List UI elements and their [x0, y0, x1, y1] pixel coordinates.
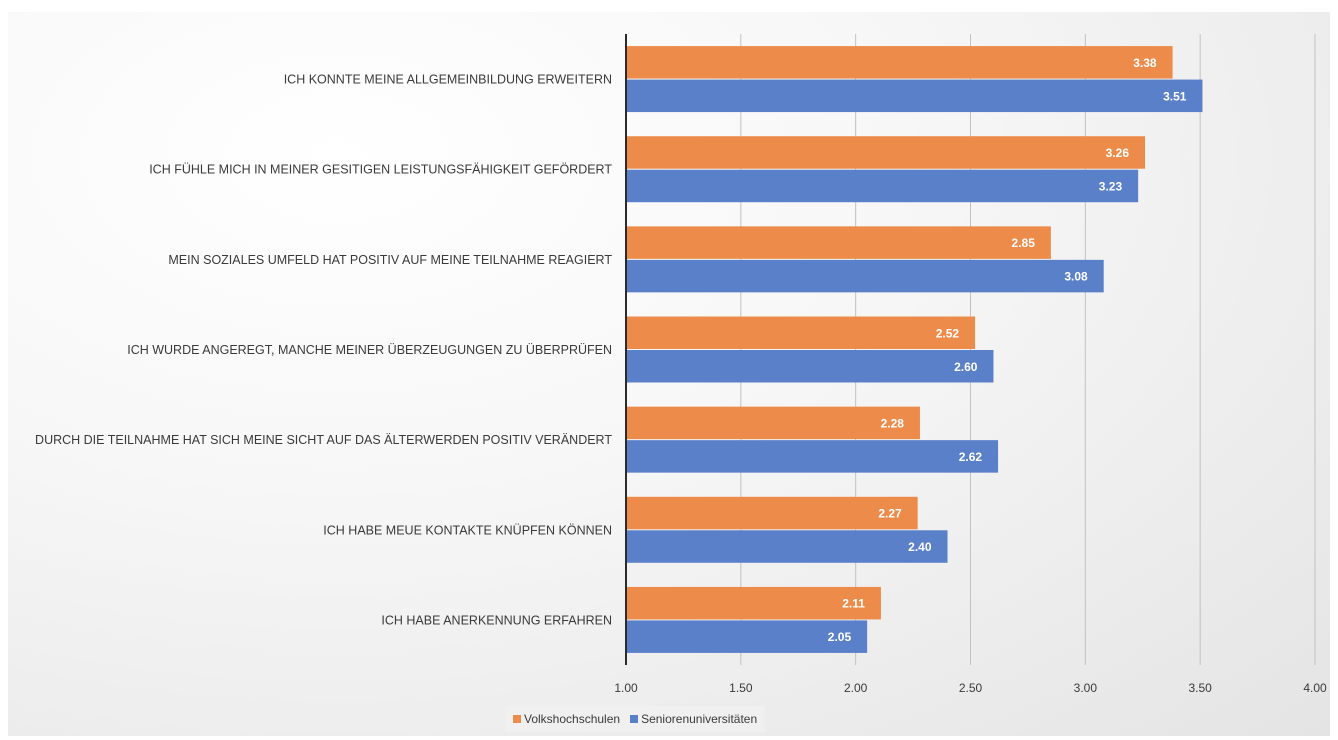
legend-swatch-seniorenuniversitaeten	[630, 715, 639, 723]
data-label: 3.51	[1163, 89, 1187, 103]
data-label: 3.38	[1133, 56, 1157, 70]
bar-volkshochschulen	[626, 136, 1146, 169]
data-label: 2.60	[954, 360, 978, 374]
bar-seniorenuniversitaeten	[626, 620, 868, 653]
bar-seniorenuniversitaeten	[626, 169, 1139, 203]
category-label: ICH WURDE ANGEREGT, MANCHE MEINER ÜBERZE…	[127, 343, 612, 357]
bar-volkshochschulen	[626, 496, 918, 530]
bar-volkshochschulen	[626, 316, 976, 349]
bar-seniorenuniversitaeten	[626, 79, 1203, 113]
bar-volkshochschulen	[626, 586, 881, 620]
data-label: 2.11	[842, 597, 865, 611]
data-label: 2.62	[959, 450, 983, 464]
x-tick-label: 1.50	[729, 681, 753, 695]
data-label: 3.08	[1064, 270, 1088, 284]
category-label: ICH FÜHLE MICH IN MEINER GESITIGEN LEIST…	[149, 163, 612, 177]
legend-item-seniorenuniversitaeten: Seniorenuniversitäten	[630, 712, 757, 726]
category-label: ICH HABE ANERKENNUNG ERFAHREN	[381, 613, 612, 627]
x-tick-label: 3.50	[1188, 681, 1212, 695]
bar-seniorenuniversitaeten	[626, 440, 999, 473]
x-tick-label: 3.00	[1074, 681, 1098, 695]
data-label: 2.52	[936, 326, 960, 340]
legend-label-seniorenuniversitaeten: Seniorenuniversitäten	[641, 712, 758, 726]
legend-label-volkshochschulen: Volkshochschulen	[524, 712, 621, 726]
x-tick-label: 1.00	[614, 681, 638, 695]
x-tick-label: 2.50	[959, 681, 983, 695]
bar-seniorenuniversitaeten	[626, 350, 994, 383]
bar-seniorenuniversitaeten	[626, 530, 948, 563]
data-label: 3.26	[1106, 146, 1130, 160]
bar-volkshochschulen	[626, 46, 1173, 79]
category-label: ICH KONNTE MEINE ALLGEMEINBILDUNG ERWEIT…	[284, 73, 612, 87]
data-label: 2.28	[881, 416, 905, 430]
legend-swatch-volkshochschulen	[513, 715, 521, 723]
legend: Volkshochschulen Seniorenuniversitäten	[505, 706, 766, 732]
data-label: 2.27	[878, 507, 902, 521]
data-label: 3.23	[1099, 179, 1123, 193]
bar-seniorenuniversitaeten	[626, 259, 1104, 293]
category-label: DURCH DIE TEILNAHME HAT SICH MEINE SICHT…	[35, 433, 612, 447]
bar-volkshochschulen	[626, 406, 920, 440]
data-label: 2.05	[828, 630, 852, 644]
bar-volkshochschulen	[626, 226, 1051, 259]
category-label: MEIN SOZIALES UMFELD HAT POSITIV AUF MEI…	[168, 253, 612, 267]
x-tick-label: 2.00	[844, 681, 868, 695]
data-label: 2.40	[908, 540, 932, 554]
category-label: ICH HABE MEUE KONTAKTE KNÜPFEN KÖNNEN	[323, 523, 612, 537]
legend-item-volkshochschulen: Volkshochschulen	[513, 712, 620, 726]
x-tick-label: 4.00	[1303, 681, 1327, 695]
data-label: 2.85	[1012, 236, 1036, 250]
